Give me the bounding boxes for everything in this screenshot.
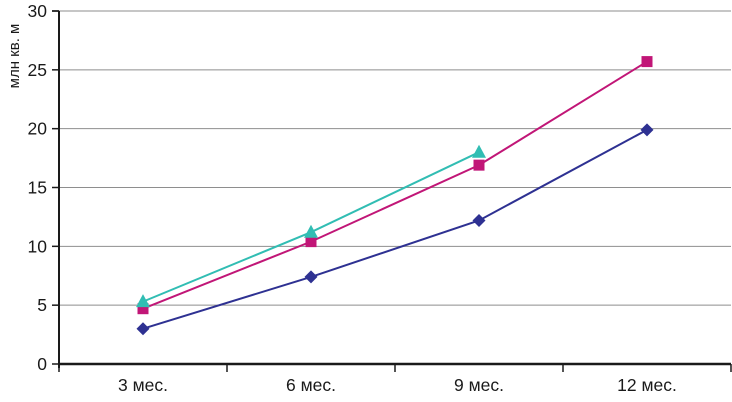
series-line-square — [142, 60, 648, 310]
x-tick-label: 9 мес. — [454, 375, 504, 395]
y-tick-label: 15 — [28, 178, 47, 198]
series-line-diamond — [142, 128, 648, 330]
y-tick-label: 0 — [37, 354, 47, 374]
diamond-marker — [472, 213, 486, 227]
diamond-marker — [304, 270, 318, 284]
square-marker — [137, 303, 149, 315]
x-tick-label: 12 мес. — [617, 375, 677, 395]
y-tick-label: 25 — [28, 60, 47, 80]
triangle-marker — [136, 294, 150, 308]
square-marker — [641, 56, 653, 68]
y-tick-label: 20 — [28, 119, 48, 139]
square-marker — [473, 159, 485, 171]
y-tick-label: 10 — [28, 236, 48, 256]
y-tick-label: 30 — [28, 1, 48, 21]
x-tick-label: 6 мес. — [286, 375, 336, 395]
diamond-marker — [640, 123, 654, 137]
x-tick-label: 3 мес. — [118, 375, 168, 395]
y-tick-label: 5 — [37, 295, 47, 315]
square-marker — [305, 236, 317, 248]
triangle-marker — [472, 144, 486, 158]
diamond-marker — [136, 322, 150, 336]
triangle-marker — [304, 224, 318, 238]
y-axis-title: млн кв. м — [6, 23, 23, 89]
